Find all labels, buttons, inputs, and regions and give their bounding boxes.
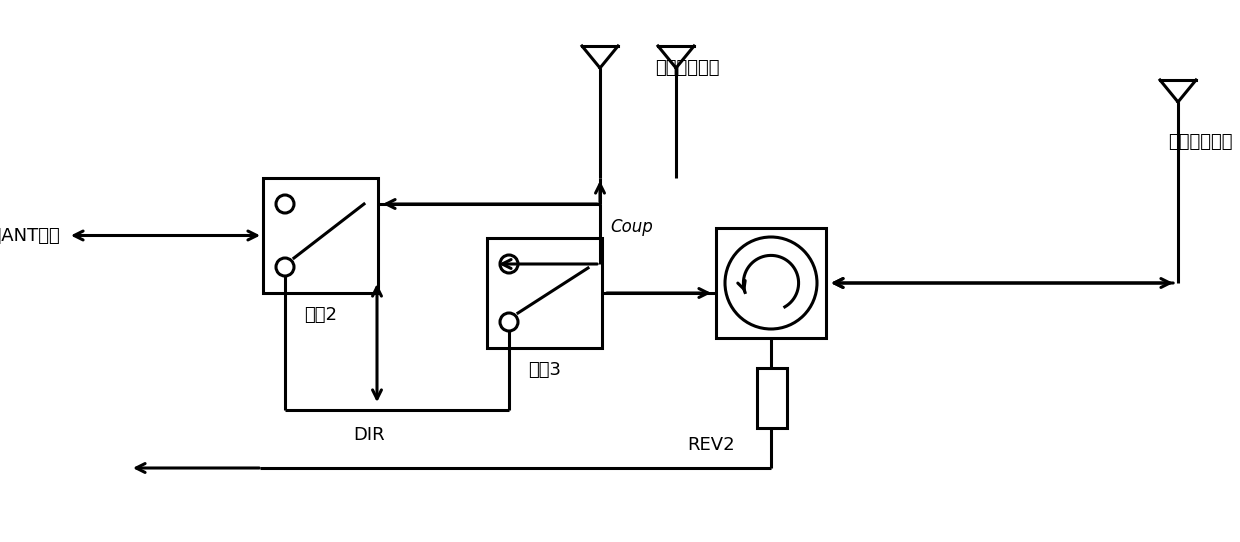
Bar bbox=[715, 228, 826, 338]
Text: Coup: Coup bbox=[610, 218, 652, 236]
Text: 连接外部天馈: 连接外部天馈 bbox=[1168, 133, 1233, 151]
Bar bbox=[263, 178, 378, 293]
Text: 连接内置天线: 连接内置天线 bbox=[655, 59, 719, 77]
Text: 双工器ANT端口: 双工器ANT端口 bbox=[0, 227, 60, 244]
Text: REV2: REV2 bbox=[687, 436, 735, 454]
Bar bbox=[756, 368, 787, 428]
Text: 开关2: 开关2 bbox=[304, 306, 337, 324]
Text: DIR: DIR bbox=[353, 426, 384, 444]
Bar bbox=[487, 238, 601, 348]
Text: 开关3: 开关3 bbox=[528, 361, 560, 379]
